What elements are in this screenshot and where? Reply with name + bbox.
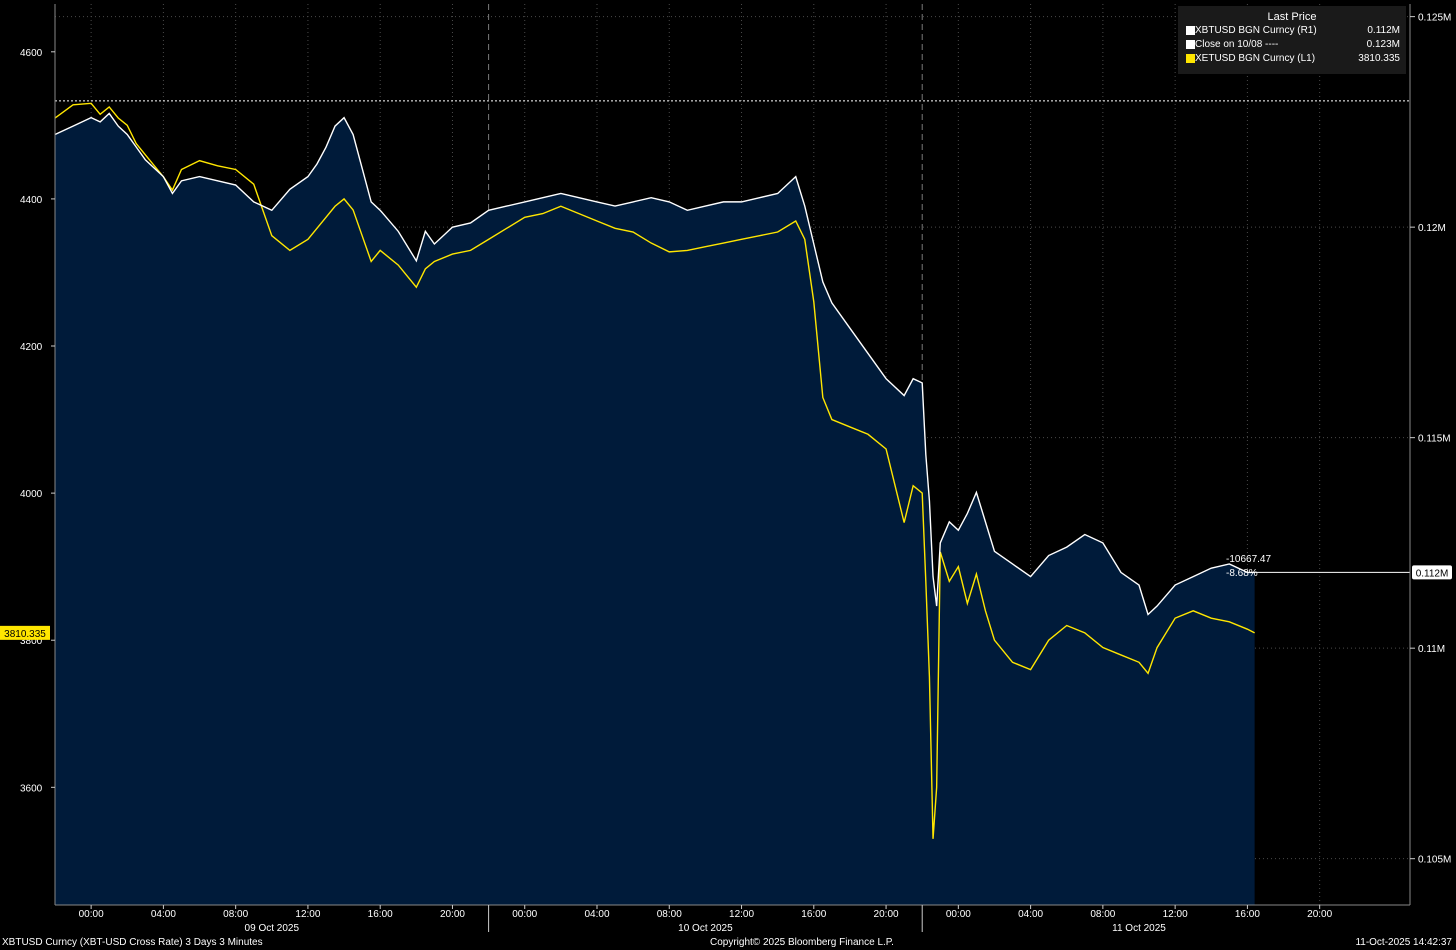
right-tick-label: 0.105M bbox=[1418, 855, 1451, 866]
eth-series-line bbox=[54, 102, 1255, 839]
axes: 3600 3800 4000 4200 4400 4600 0.105M 0.11M 0.115… bbox=[0, 4, 1452, 934]
right-last-tag bbox=[1412, 565, 1452, 580]
x-tick-label: 20:00 bbox=[1307, 909, 1332, 920]
legend-swatch bbox=[1186, 54, 1195, 63]
x-tick-label: 00:00 bbox=[79, 909, 104, 920]
right-tick-label: 0.115M bbox=[1418, 434, 1451, 445]
x-tick-label: 08:00 bbox=[657, 909, 682, 920]
x-tick-label: 12:00 bbox=[729, 909, 754, 920]
left-tick-label: 4400 bbox=[20, 195, 43, 206]
date-label: 11 Oct 2025 bbox=[1112, 923, 1166, 934]
legend-item-name: XETUSD BGN Curncy (L1) bbox=[1195, 53, 1316, 64]
right-last-label: 0.112M bbox=[1416, 568, 1449, 579]
area-fill bbox=[55, 113, 1255, 906]
change-readout: -10667.47 bbox=[1226, 554, 1272, 565]
legend-item-btc[interactable]: XBTUSD BGN Curncy (R1) 0.112M bbox=[1178, 24, 1406, 38]
x-tick-label: 20:00 bbox=[874, 909, 899, 920]
left-tick-label: 3600 bbox=[20, 783, 43, 794]
right-tick-label: 0.125M bbox=[1418, 13, 1451, 24]
right-tick-label: 0.12M bbox=[1418, 223, 1446, 234]
btc-series-line bbox=[54, 112, 1255, 616]
x-tick-label: 16:00 bbox=[368, 909, 393, 920]
legend-swatch bbox=[1186, 40, 1195, 49]
btc-area bbox=[55, 113, 1255, 906]
legend-item-value: 3810.335 bbox=[1358, 53, 1400, 64]
legend-title: Last Price bbox=[1267, 11, 1317, 23]
percent-readout: -8.68% bbox=[1226, 568, 1258, 579]
legend-item-value: 0.123M bbox=[1366, 39, 1400, 50]
x-tick-label: 00:00 bbox=[946, 909, 971, 920]
legend-item-eth[interactable]: XETUSD BGN Curncy (L1) 3810.335 bbox=[1178, 52, 1406, 66]
right-tick-label: 0.11M bbox=[1418, 644, 1445, 655]
left-tick-label: 4600 bbox=[20, 48, 43, 59]
date-label: 10 Oct 2025 bbox=[678, 923, 733, 934]
x-tick-label: 08:00 bbox=[223, 909, 248, 920]
x-tick-label: 16:00 bbox=[1235, 909, 1260, 920]
left-last-label: 3810.335 bbox=[4, 629, 46, 640]
x-tick-label: 04:00 bbox=[584, 909, 609, 920]
x-tick-label: 08:00 bbox=[1090, 909, 1115, 920]
x-tick-label: 12:00 bbox=[295, 909, 320, 920]
legend: Last Price XBTUSD BGN Curncy (R1) 0.112M… bbox=[1178, 6, 1406, 74]
legend-item-name: Close on 10/08 ---- bbox=[1195, 39, 1279, 50]
legend-item-value: 0.112M bbox=[1367, 25, 1400, 36]
x-tick-label: 20:00 bbox=[440, 909, 465, 920]
left-last-tag bbox=[0, 625, 50, 640]
footer-left: XBTUSD Curncy (XBT-USD Cross Rate) 3 Day… bbox=[2, 937, 263, 948]
legend-swatch bbox=[1186, 26, 1195, 35]
series-lines bbox=[54, 100, 1410, 839]
x-tick-label: 00:00 bbox=[512, 909, 537, 920]
left-tick-label: 4200 bbox=[20, 342, 43, 353]
legend-item-close[interactable]: Close on 10/08 ---- 0.123M bbox=[1178, 38, 1406, 52]
x-tick-label: 04:00 bbox=[151, 909, 176, 920]
date-label: 09 Oct 2025 bbox=[245, 923, 300, 934]
legend-item-name: XBTUSD BGN Curncy (R1) bbox=[1195, 25, 1317, 36]
footer-timestamp: 11-Oct-2025 14:42:37 bbox=[1355, 937, 1452, 948]
x-tick-label: 12:00 bbox=[1163, 909, 1188, 920]
footer-copyright: Copyright© 2025 Bloomberg Finance L.P. bbox=[710, 937, 894, 948]
x-tick-label: 16:00 bbox=[801, 909, 826, 920]
left-tick-label: 4000 bbox=[20, 489, 43, 500]
x-tick-label: 04:00 bbox=[1018, 909, 1043, 920]
left-tick-label: 3800 bbox=[20, 636, 43, 647]
